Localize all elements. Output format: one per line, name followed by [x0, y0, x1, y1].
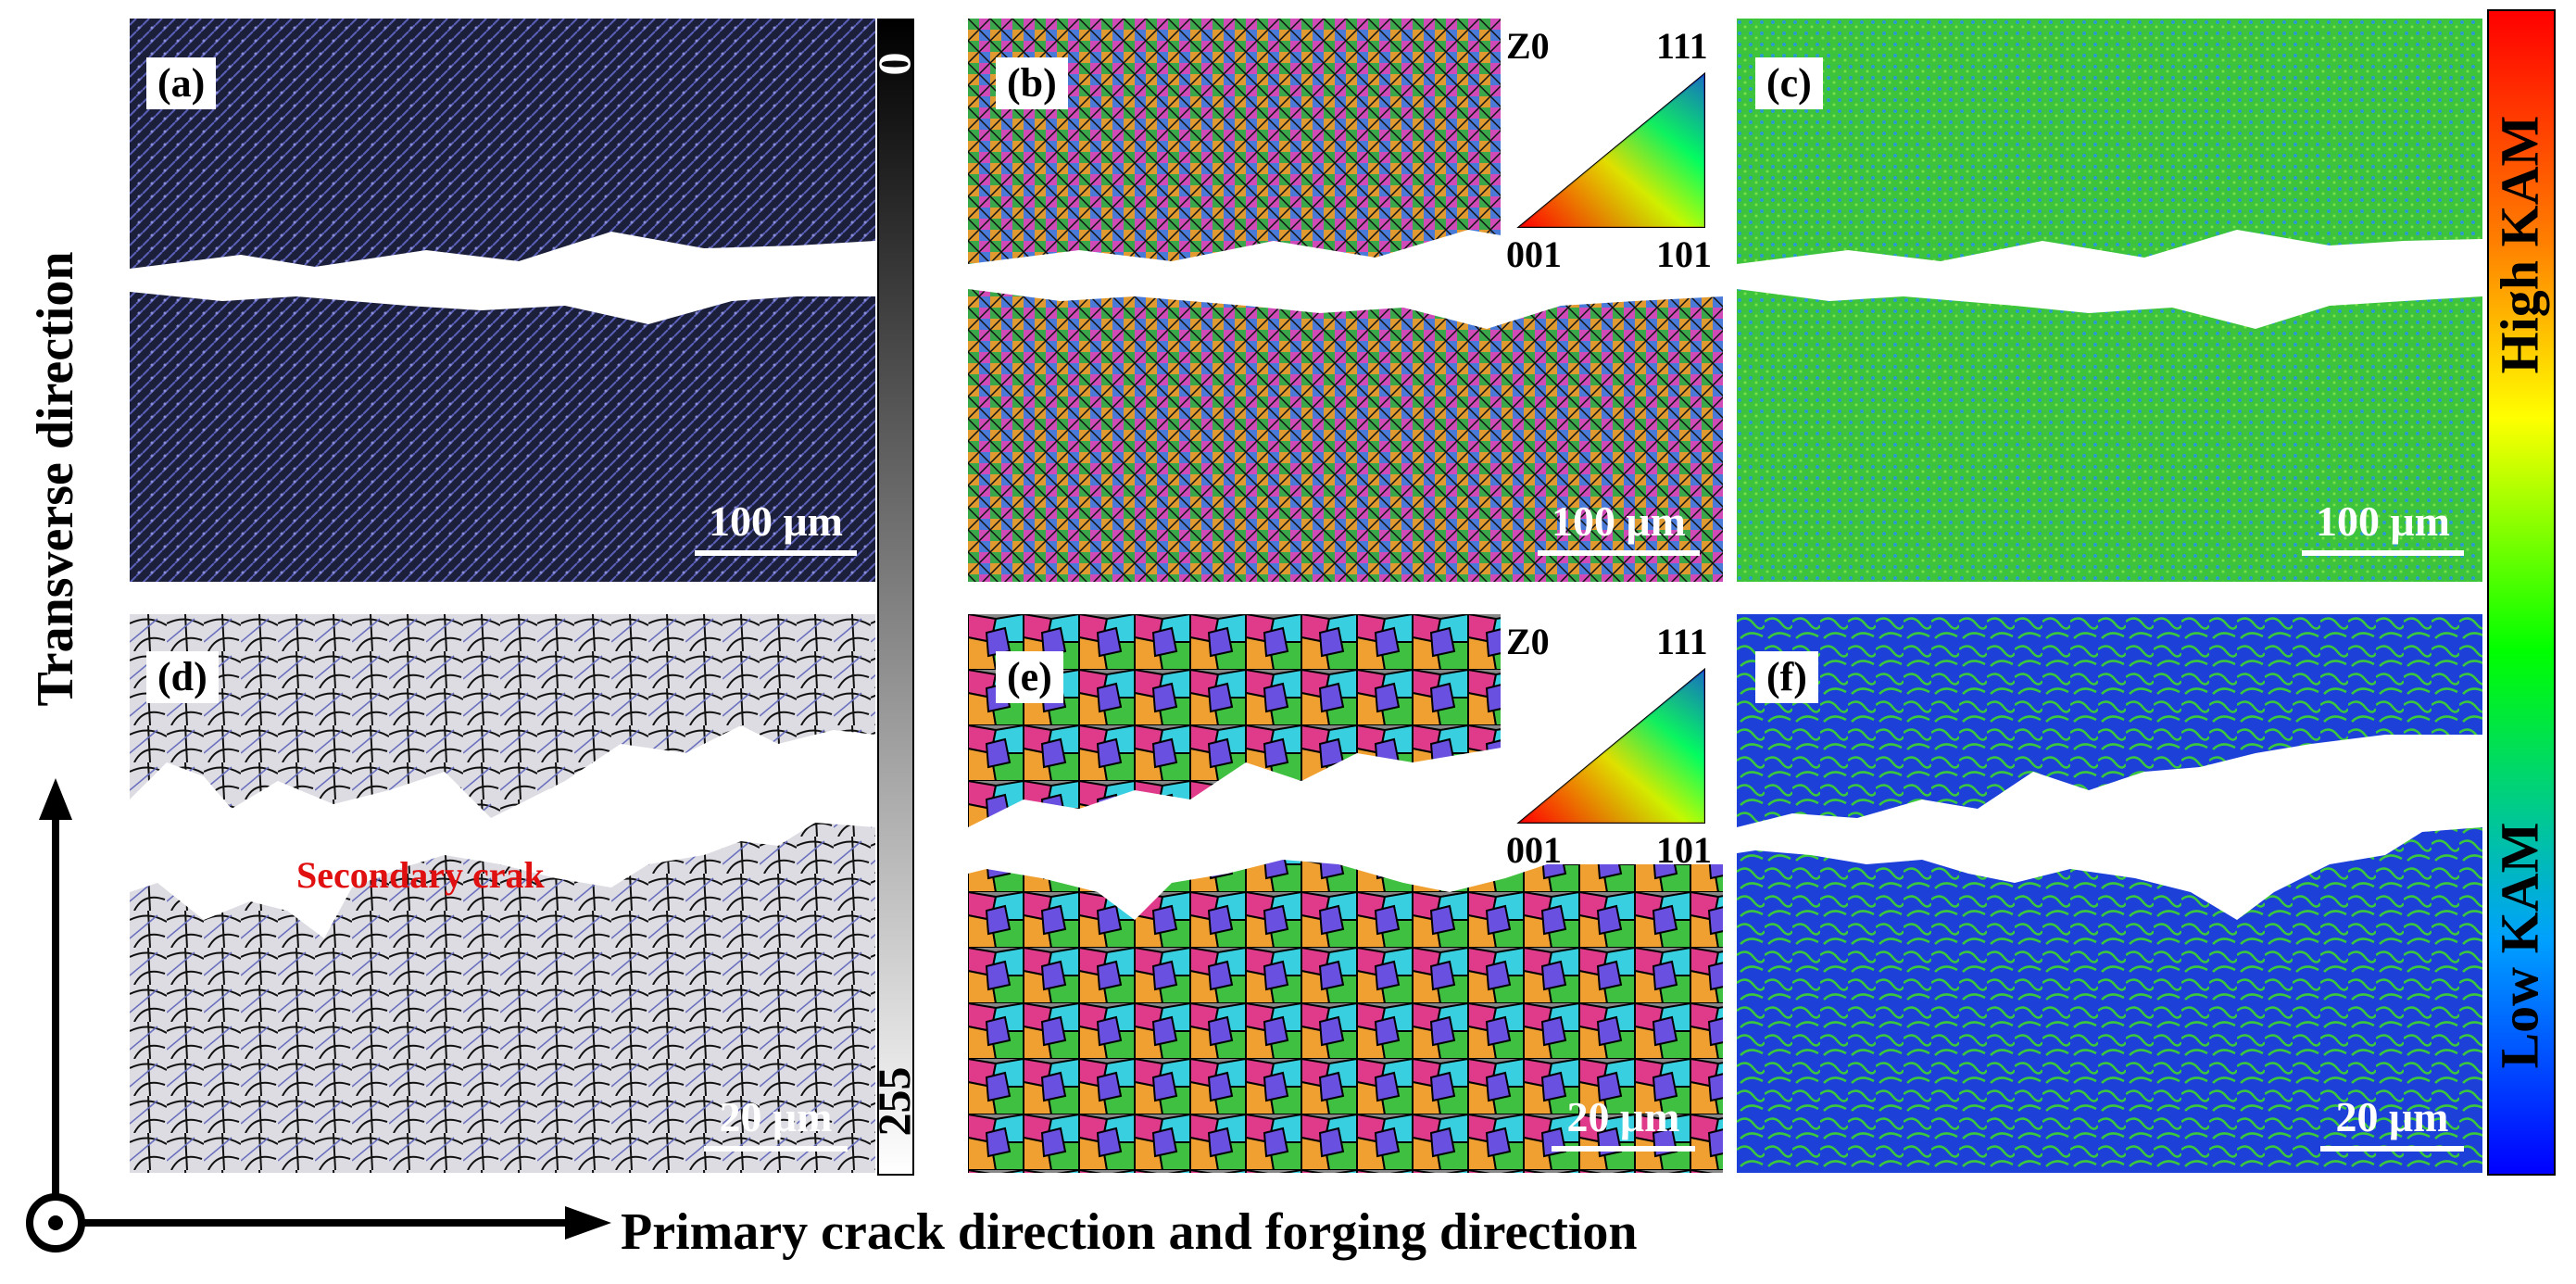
panel-d-band-contrast-map: (d) Secondary crak 20 μm: [130, 614, 875, 1173]
scale-bar-text: 100 μm: [2316, 497, 2450, 545]
scale-bar-line: [695, 550, 857, 556]
scale-bar-text: 100 μm: [709, 497, 843, 545]
ipf-111-label: 111: [1656, 621, 1708, 662]
axis-arrows: [26, 778, 611, 1253]
scale-bar: 100 μm: [1538, 500, 1700, 556]
scale-bar-text: 20 μm: [719, 1093, 833, 1140]
panel-f-texture: [1737, 614, 2482, 1173]
ipf-color-key: Z0 111 001 101: [1501, 19, 1723, 273]
scale-bar: 20 μm: [1552, 1096, 1695, 1152]
grey-scale-bottom-label: 255: [868, 1066, 920, 1137]
primary-crack: [1737, 735, 2482, 920]
panel-label: (a): [146, 57, 217, 109]
band-contrast-scale-bar: [877, 19, 914, 1176]
panel-f-kam-map: (f) 20 μm: [1737, 614, 2482, 1173]
panel-c-texture: [1737, 19, 2482, 582]
scale-bar: 20 μm: [704, 1096, 848, 1152]
scale-bar-line: [1538, 550, 1700, 556]
ipf-triangle: [1516, 667, 1705, 824]
panel-label: (e): [996, 651, 1063, 703]
vertical-axis-label: Transverse direction: [27, 251, 84, 707]
panel-label: (b): [996, 57, 1068, 109]
scale-bar-line: [2302, 550, 2464, 556]
scale-bar-text: 20 μm: [2335, 1093, 2449, 1140]
panel-a-texture: [130, 19, 875, 582]
ipf-001-label: 001: [1506, 829, 1562, 871]
ipf-color-key: Z0 111 001 101: [1501, 614, 1723, 869]
primary-crack: [130, 232, 875, 324]
panel-label: (f): [1755, 651, 1818, 703]
panel-c-kam-map: (c) 100 μm: [1737, 19, 2482, 582]
panel-d-texture: [130, 614, 875, 1173]
grey-scale-top-label: 0: [868, 52, 920, 76]
panel-a-band-contrast-map: (a) 100 μm: [130, 19, 875, 582]
horizontal-axis-label: Primary crack direction and forging dire…: [621, 1203, 1638, 1261]
ipf-101-label: 101: [1656, 233, 1712, 275]
secondary-crack-annotation: Secondary crak: [296, 854, 545, 896]
scale-bar-text: 20 μm: [1566, 1093, 1680, 1140]
scale-bar-line: [1552, 1146, 1695, 1152]
scale-bar: 20 μm: [2320, 1096, 2464, 1152]
primary-crack: [130, 725, 875, 938]
scale-bar: 100 μm: [2302, 500, 2464, 556]
ipf-z-label: Z0: [1506, 25, 1550, 67]
ipf-z-label: Z0: [1506, 621, 1550, 662]
kam-scale-bar: [2487, 9, 2556, 1176]
ipf-101-label: 101: [1656, 829, 1712, 871]
ipf-triangle: [1516, 71, 1705, 228]
scale-bar: 100 μm: [695, 500, 857, 556]
scale-bar-text: 100 μm: [1552, 497, 1686, 545]
primary-crack: [1737, 230, 2482, 329]
scale-bar-line: [2320, 1146, 2464, 1152]
panel-label: (c): [1755, 57, 1823, 109]
panel-b-ipf-map: Z0 111 001 101 (b) 100 μm: [968, 19, 1723, 582]
scale-bar-line: [704, 1146, 848, 1152]
ipf-111-label: 111: [1656, 25, 1708, 67]
panel-label: (d): [146, 651, 219, 703]
kam-low-label: Low KAM: [2489, 822, 2550, 1069]
panel-e-ipf-map: Z0 111 001 101 (e) 20 μm: [968, 614, 1723, 1173]
ipf-001-label: 001: [1506, 233, 1562, 275]
kam-high-label: High KAM: [2489, 115, 2550, 374]
